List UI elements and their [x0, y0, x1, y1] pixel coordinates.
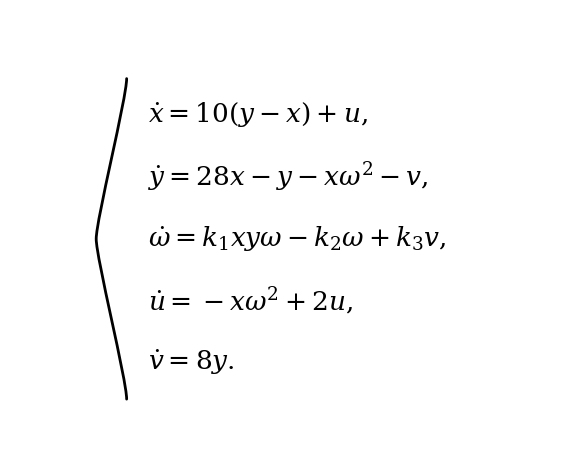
Text: $\dot{x} = 10(y - x) + u,$: $\dot{x} = 10(y - x) + u,$: [148, 100, 368, 130]
Text: $\dot{v} = 8y.$: $\dot{v} = 8y.$: [148, 348, 235, 377]
Text: $\dot{u} = -x\omega^2 + 2u,$: $\dot{u} = -x\omega^2 + 2u,$: [148, 285, 353, 316]
Text: $\dot{\omega} = k_1 xy\omega - k_2\omega + k_3 v,$: $\dot{\omega} = k_1 xy\omega - k_2\omega…: [148, 224, 447, 254]
Text: $\dot{y} = 28x - y - x\omega^2 - v,$: $\dot{y} = 28x - y - x\omega^2 - v,$: [148, 160, 429, 194]
